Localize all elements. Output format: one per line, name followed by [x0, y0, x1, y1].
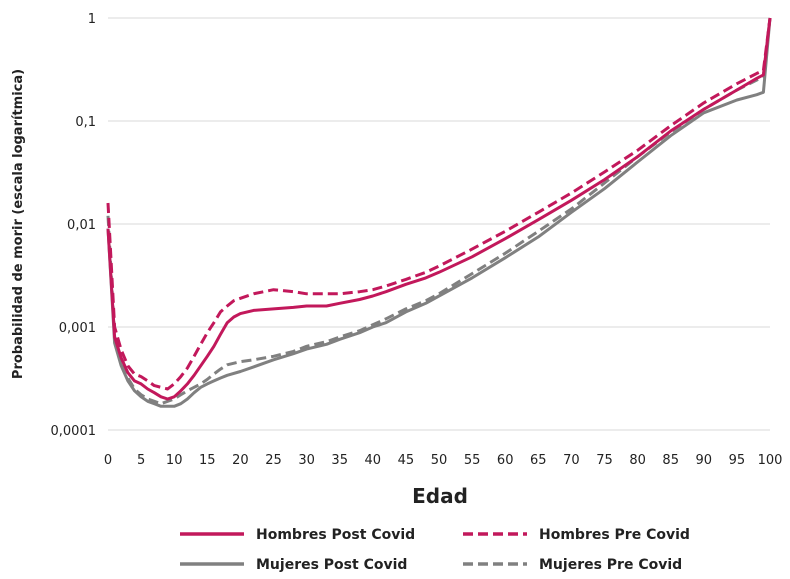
- x-tick-label: 10: [166, 453, 183, 468]
- x-tick-label: 30: [298, 453, 315, 468]
- x-tick-label: 85: [662, 453, 679, 468]
- x-tick-label: 5: [137, 453, 145, 468]
- x-tick-label: 75: [596, 453, 613, 468]
- x-tick-label: 40: [365, 453, 382, 468]
- x-axis-title: Edad: [412, 484, 468, 508]
- x-tick-label: 0: [104, 453, 112, 468]
- y-tick-label: 0,01: [67, 218, 96, 233]
- y-tick-label: 0,0001: [51, 424, 97, 439]
- x-tick-label: 80: [629, 453, 646, 468]
- legend-label: Hombres Post Covid: [256, 527, 415, 543]
- legend: Hombres Post Covid Hombres Pre Covid Mujer…: [180, 527, 690, 573]
- x-tick-label: 90: [696, 453, 713, 468]
- x-tick-label: 70: [563, 453, 580, 468]
- x-tick-label: 25: [265, 453, 282, 468]
- x-axis-ticks: 0 5 10 15 20 25 30 35 40 45 50 55 60 65 70 75 80 85 90 95 10…: [104, 453, 783, 468]
- x-tick-label: 100: [758, 453, 783, 468]
- y-axis-title: Probabilidad de morir (escala logarítmic…: [11, 69, 26, 379]
- y-tick-label: 0,1: [75, 115, 96, 130]
- legend-label: Mujeres Pre Covid: [539, 557, 682, 573]
- legend-label: Hombres Pre Covid: [539, 527, 690, 543]
- x-tick-label: 65: [530, 453, 547, 468]
- legend-label: Mujeres Post Covid: [256, 557, 407, 573]
- x-tick-label: 15: [199, 453, 216, 468]
- x-tick-label: 45: [398, 453, 415, 468]
- gridlines: [108, 17, 770, 431]
- x-tick-label: 55: [464, 453, 481, 468]
- x-tick-label: 95: [729, 453, 746, 468]
- x-tick-label: 50: [431, 453, 448, 468]
- y-axis-ticks: 1 0,1 0,01 0,001 0,0001: [51, 12, 97, 439]
- y-tick-label: 0,001: [59, 321, 96, 336]
- series-line-hombres-pre-covid: [106, 17, 772, 391]
- x-tick-label: 20: [232, 453, 249, 468]
- series-line-mujeres-post-covid: [106, 17, 772, 408]
- x-tick-label: 60: [497, 453, 514, 468]
- series-line-hombres-post-covid: [106, 17, 772, 401]
- series-line-mujeres-pre-covid: [106, 17, 772, 406]
- y-tick-label: 1: [88, 12, 96, 27]
- series-lines: [106, 17, 772, 408]
- x-tick-label: 35: [331, 453, 348, 468]
